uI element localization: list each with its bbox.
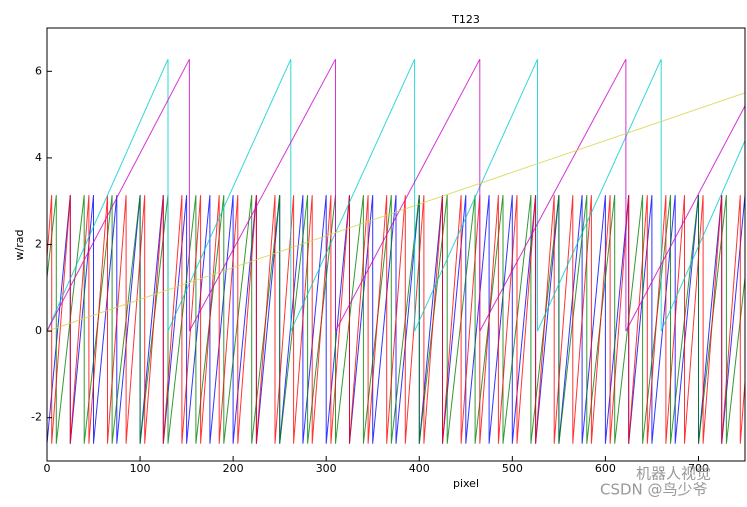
y-tick-label: 6: [35, 64, 42, 77]
x-tick-label: 600: [595, 462, 616, 475]
data-line: [47, 92, 745, 332]
x-tick-label: 500: [502, 462, 523, 475]
x-tick-label: 0: [44, 462, 51, 475]
x-tick-label: 300: [316, 462, 337, 475]
y-axis-label: w/rad: [13, 230, 26, 261]
y-tick-label: -2: [31, 411, 42, 424]
data-line: [47, 58, 745, 332]
x-tick-label: 100: [130, 462, 151, 475]
x-tick-label: 400: [409, 462, 430, 475]
watermark: CSDN @鸟少爷: [600, 481, 708, 499]
plot-lines: [47, 58, 745, 444]
x-tick-label: 200: [223, 462, 244, 475]
chart-title: T123: [451, 13, 480, 26]
data-line: [47, 58, 745, 332]
watermark: 机器人视觉: [636, 465, 711, 483]
y-tick-label: 4: [35, 151, 42, 164]
data-line: [47, 195, 745, 444]
x-tick-label: 700: [688, 462, 709, 475]
y-tick-label: 2: [35, 238, 42, 251]
y-tick-label: 0: [35, 324, 42, 337]
x-axis-label: pixel: [453, 477, 479, 490]
